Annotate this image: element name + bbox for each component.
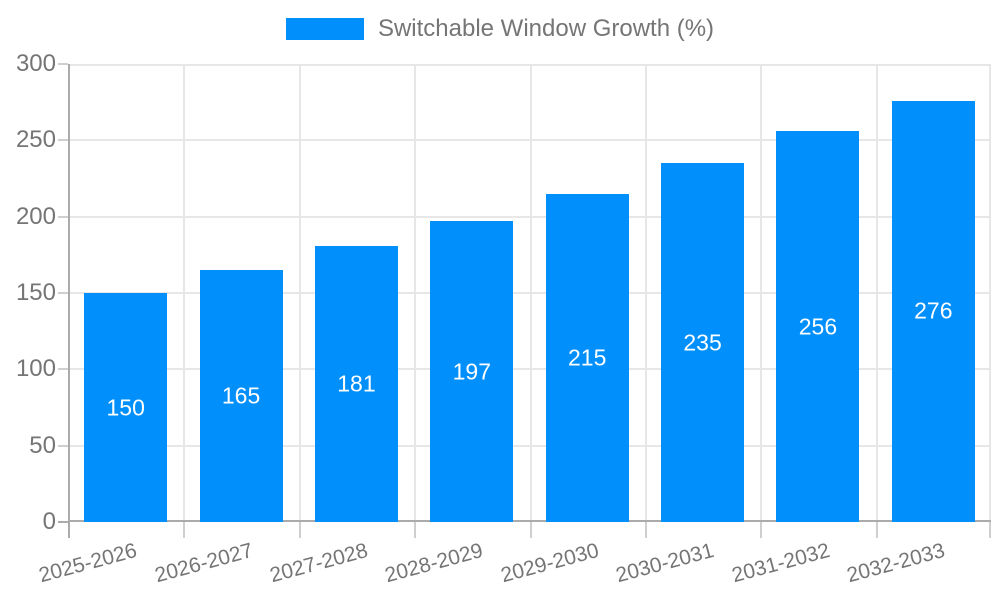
y-axis-tick (58, 215, 68, 218)
x-axis-tick (298, 522, 301, 538)
legend-label: Switchable Window Growth (%) (377, 15, 715, 42)
bar-value-label: 197 (452, 358, 491, 385)
x-axis-tick-label: 2028-2029 (382, 539, 486, 588)
bar-value-label: 235 (683, 329, 722, 356)
legend-swatch[interactable] (285, 18, 364, 40)
gridline-vertical (414, 64, 417, 522)
y-axis-tick-label: 300 (15, 50, 56, 77)
y-axis-tick-label: 0 (42, 508, 56, 535)
bar[interactable]: 215 (545, 193, 629, 522)
gridline-vertical (875, 64, 878, 522)
gridline-vertical (989, 64, 991, 522)
x-axis-tick (529, 522, 532, 538)
gridline-vertical (760, 64, 763, 522)
bar-value-label: 165 (221, 382, 261, 409)
bar[interactable]: 235 (661, 163, 745, 522)
x-axis-tick (875, 522, 878, 538)
y-axis-tick (58, 444, 68, 447)
legend[interactable]: Switchable Window Growth (%) (0, 14, 1000, 44)
y-axis-tick-label: 150 (15, 279, 56, 306)
x-axis-tick (183, 522, 186, 538)
x-axis-tick-label: 2031-2032 (728, 539, 832, 588)
gridline-horizontal (68, 64, 991, 66)
y-axis-tick (58, 368, 68, 371)
plot-area: 0 50 100 150 200 250 300 150 2025-2026 165 2026-20… (16, 51, 991, 587)
bar-value-label: 181 (337, 370, 376, 397)
gridline-vertical (644, 64, 647, 522)
bar[interactable]: 150 (84, 293, 168, 522)
y-axis-tick-label: 100 (15, 355, 56, 383)
bar[interactable]: 181 (314, 245, 398, 522)
x-axis-tick (760, 522, 763, 538)
bar[interactable]: 276 (891, 100, 975, 522)
x-axis-tick-label: 2029-2030 (498, 539, 602, 588)
x-axis-tick (989, 522, 991, 538)
bar[interactable]: 165 (199, 270, 283, 522)
bar-value-label: 276 (914, 297, 953, 324)
x-axis-tick-label: 2025-2026 (36, 539, 140, 588)
x-axis-tick-label: 2026-2027 (152, 539, 256, 588)
x-axis-tick (68, 522, 70, 538)
bar-value-label: 256 (798, 313, 838, 340)
y-axis-tick-label: 200 (15, 202, 56, 230)
bar-value-label: 215 (567, 344, 607, 371)
y-axis-tick (58, 292, 68, 294)
x-axis-tick-label: 2030-2031 (613, 539, 717, 588)
x-axis-tick (414, 522, 417, 538)
x-axis-tick-label: 2032-2033 (844, 539, 948, 588)
y-axis-tick (58, 63, 68, 65)
gridline-vertical (183, 64, 186, 522)
y-axis-line (68, 64, 70, 522)
bar-value-label: 150 (106, 394, 145, 420)
y-axis-tick-label: 50 (29, 431, 56, 459)
y-axis-tick (58, 521, 68, 523)
gridline-vertical (529, 64, 532, 522)
y-axis-tick-label: 250 (15, 126, 56, 154)
y-axis-tick (58, 139, 68, 142)
bar[interactable]: 197 (430, 221, 514, 522)
x-axis-tick-label: 2027-2028 (267, 539, 371, 588)
gridline-vertical (298, 64, 301, 522)
x-axis-tick (644, 522, 647, 538)
bar[interactable]: 256 (776, 131, 860, 522)
